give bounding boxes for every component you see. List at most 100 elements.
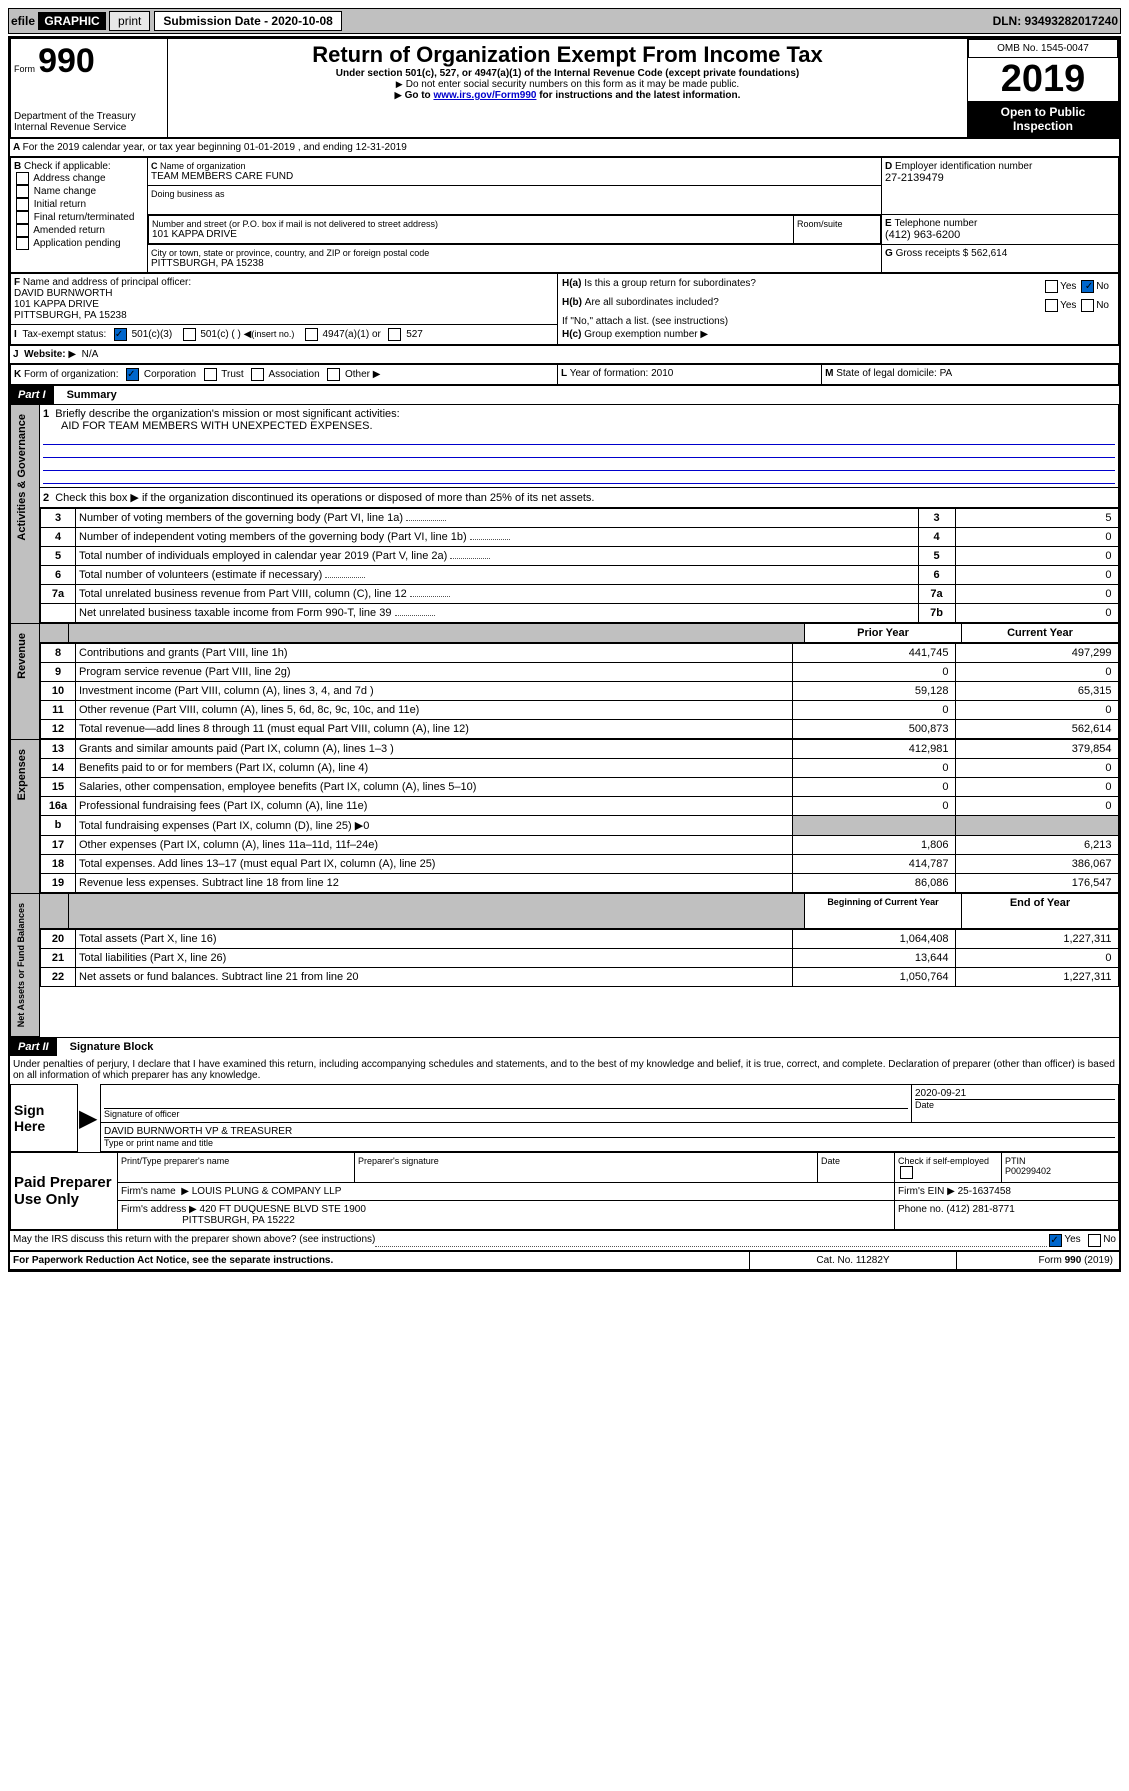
side-activities-governance: Activities & Governance (14, 408, 30, 547)
subtitle-3a: Go to (405, 90, 434, 101)
ein-value: 27-2139479 (885, 172, 1115, 184)
officer-print-name: DAVID BURNWORTH VP & TREASURER (104, 1126, 1115, 1138)
g-label: Gross receipts $ (896, 248, 969, 259)
form990-link[interactable]: www.irs.gov/Form990 (433, 90, 536, 101)
mission-text: AID FOR TEAM MEMBERS WITH UNEXPECTED EXP… (43, 420, 1115, 432)
self-employed-check[interactable] (900, 1166, 913, 1179)
room-label: Room/suite (797, 219, 877, 229)
side-expenses: Expenses (14, 743, 30, 806)
tax-year: 2019 (968, 58, 1118, 101)
form-container: Form 990 Department of the Treasury Inte… (8, 36, 1121, 1272)
print-button[interactable]: print (109, 11, 150, 31)
check-address-change[interactable] (16, 172, 29, 185)
paid-preparer-label: Paid Preparer Use Only (11, 1153, 118, 1230)
side-net-assets: Net Assets or Fund Balances (14, 897, 28, 1033)
form-title: Return of Organization Exempt From Incom… (171, 42, 964, 68)
discuss-yes[interactable]: ✓ (1049, 1234, 1062, 1247)
side-revenue: Revenue (14, 627, 30, 685)
sign-arrow-icon: ▶ (78, 1085, 101, 1152)
part2-title: Signature Block (60, 1041, 154, 1053)
sig-date-label: Date (915, 1100, 1115, 1110)
j-label: Website: (24, 349, 66, 360)
i-4947[interactable] (305, 328, 318, 341)
firm-addr2: PITTSBURGH, PA 15222 (182, 1215, 295, 1226)
line-a-text: For the 2019 calendar year, or tax year … (23, 142, 407, 153)
check-initial-return[interactable] (16, 198, 29, 211)
website-value: N/A (82, 349, 99, 360)
submission-date-label: Submission Date - 2020-10-08 (154, 11, 341, 31)
officer-addr2: PITTSBURGH, PA 15238 (14, 310, 554, 321)
hdr-beginning: Beginning of Current Year (805, 894, 962, 929)
firm-ein-label: Firm's EIN (898, 1186, 944, 1197)
subtitle-2: Do not enter social security numbers on … (406, 79, 739, 90)
ptin-label: PTIN (1005, 1156, 1115, 1166)
domicile-state: PA (940, 368, 953, 379)
year-formation: 2010 (651, 368, 673, 379)
firm-name: LOUIS PLUNG & COMPANY LLP (192, 1186, 342, 1197)
k-other[interactable] (327, 368, 340, 381)
discuss-text: May the IRS discuss this return with the… (13, 1234, 375, 1247)
i-527[interactable] (388, 328, 401, 341)
firm-addr-label: Firm's address (121, 1204, 186, 1215)
efile-label: efile (11, 14, 35, 28)
part1-tag: Part I (10, 386, 54, 404)
hb-yes[interactable] (1045, 299, 1058, 312)
addr-value: 101 KAPPA DRIVE (152, 229, 790, 240)
prep-date-label: Date (818, 1153, 895, 1183)
phone-label: Phone no. (898, 1204, 944, 1215)
hb-text: Are all subordinates included? (585, 297, 719, 308)
k-trust[interactable] (204, 368, 217, 381)
perjury-declaration: Under penalties of perjury, I declare th… (10, 1056, 1119, 1084)
e-label: Telephone number (894, 218, 977, 229)
d-label: Employer identification number (895, 161, 1032, 172)
ha-text: Is this a group return for subordinates? (584, 278, 756, 289)
pra-notice: For Paperwork Reduction Act Notice, see … (10, 1252, 750, 1270)
k-assoc[interactable] (251, 368, 264, 381)
ptin-value: P00299402 (1005, 1166, 1115, 1176)
b-label: Check if applicable: (24, 161, 111, 172)
form-label: Form (14, 64, 35, 74)
open-inspection: Open to Public Inspection (968, 101, 1118, 137)
addr-label: Number and street (or P.O. box if mail i… (152, 219, 790, 229)
c-name-label: Name of organization (160, 161, 246, 171)
dln-label: DLN: 93493282017240 (993, 14, 1118, 28)
irs-label: Internal Revenue Service (14, 122, 164, 133)
f-label: Name and address of principal officer: (23, 277, 191, 288)
top-toolbar: efile GRAPHIC print Submission Date - 20… (8, 8, 1121, 34)
prep-sig-label: Preparer's signature (355, 1153, 818, 1183)
print-name-label: Type or print name and title (104, 1138, 1115, 1148)
hdr-current: Current Year (962, 624, 1119, 643)
prep-name-label: Print/Type preparer's name (118, 1153, 355, 1183)
city-value: PITTSBURGH, PA 15238 (151, 258, 878, 269)
ha-yes[interactable] (1045, 280, 1058, 293)
k-label: Form of organization: (24, 369, 119, 380)
i-label: Tax-exempt status: (22, 329, 106, 340)
hc-text: Group exemption number (584, 329, 697, 340)
check-amended[interactable] (16, 224, 29, 237)
firm-addr1: 420 FT DUQUESNE BLVD STE 1900 (200, 1204, 366, 1215)
check-app-pending[interactable] (16, 237, 29, 250)
check-final-return[interactable] (16, 211, 29, 224)
check-name-change[interactable] (16, 185, 29, 198)
sig-officer-label: Signature of officer (104, 1109, 908, 1119)
cat-number: Cat. No. 11282Y (750, 1252, 957, 1270)
i-501c[interactable] (183, 328, 196, 341)
dba-value (151, 199, 878, 211)
k-corp[interactable]: ✓ (126, 368, 139, 381)
m-label: State of legal domicile: (836, 368, 937, 379)
i-501c3[interactable]: ✓ (114, 328, 127, 341)
firm-name-label: Firm's name (121, 1186, 176, 1197)
l-label: Year of formation: (570, 368, 649, 379)
firm-phone: (412) 281-8771 (946, 1204, 1014, 1215)
discuss-no[interactable] (1088, 1234, 1101, 1247)
city-label: City or town, state or province, country… (151, 248, 878, 258)
hdr-prior: Prior Year (805, 624, 962, 643)
hb-no[interactable] (1081, 299, 1094, 312)
q1-text: Briefly describe the organization's miss… (55, 408, 399, 420)
dept-label: Department of the Treasury (14, 111, 164, 122)
subtitle-3b: for instructions and the latest informat… (536, 90, 740, 101)
graphic-label: GRAPHIC (38, 12, 105, 30)
officer-addr1: 101 KAPPA DRIVE (14, 299, 554, 310)
ha-no[interactable]: ✓ (1081, 280, 1094, 293)
telephone-value: (412) 963-6200 (885, 229, 1115, 241)
